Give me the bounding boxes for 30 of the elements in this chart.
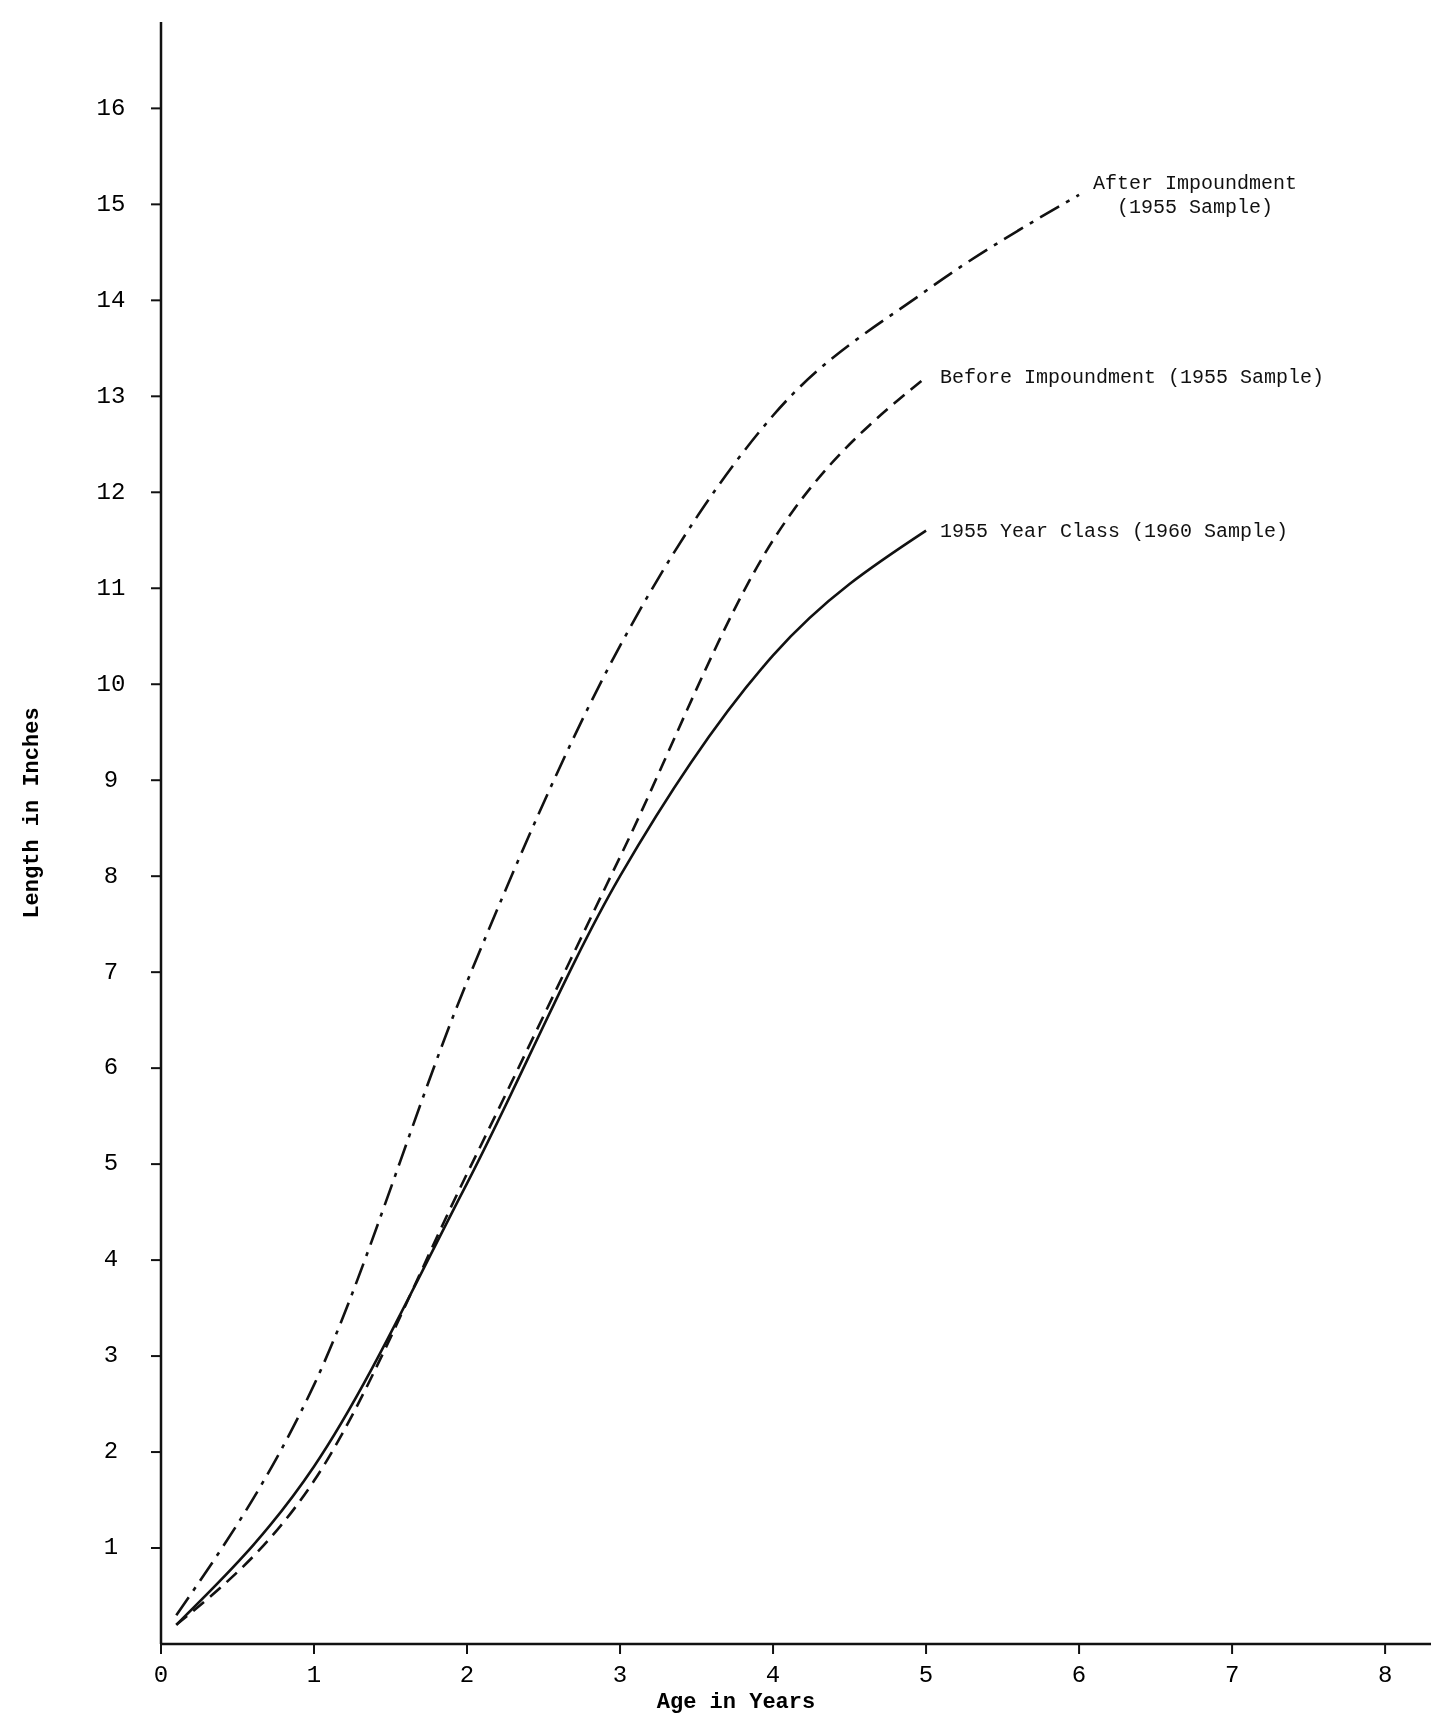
y-tick-label: 15 — [96, 190, 126, 218]
x-tick-label: 0 — [153, 1662, 169, 1689]
y-tick-label: 13 — [96, 382, 126, 410]
y-tick-label: 6 — [103, 1054, 119, 1082]
x-tick-label: 7 — [1224, 1662, 1240, 1689]
x-tick-label: 5 — [918, 1662, 934, 1689]
series-label: After Impoundment (1955 Sample) — [1093, 171, 1298, 219]
x-tick-label: 4 — [765, 1662, 781, 1689]
y-tick-label: 14 — [96, 286, 126, 314]
y-tick-label: 5 — [103, 1150, 119, 1178]
y-tick-label: 8 — [103, 862, 119, 890]
x-tick-label: 1 — [306, 1662, 322, 1689]
y-tick-label: 2 — [103, 1438, 119, 1466]
y-tick-label: 1 — [103, 1534, 119, 1562]
y-tick-label: 3 — [103, 1342, 119, 1370]
y-tick-label: 16 — [96, 94, 126, 122]
y-tick-label: 10 — [96, 670, 126, 698]
y-tick-label: 4 — [103, 1246, 119, 1274]
x-tick-label: 8 — [1377, 1662, 1393, 1689]
x-axis-title: Age in Years — [656, 1690, 816, 1713]
x-tick-label: 6 — [1071, 1662, 1087, 1689]
x-tick-label: 2 — [459, 1662, 475, 1689]
series-label: 1955 Year Class (1960 Sample) — [940, 519, 1289, 543]
y-tick-label: 9 — [103, 766, 119, 794]
y-tick-label: 12 — [96, 478, 126, 506]
series-label: Before Impoundment (1955 Sample) — [940, 366, 1325, 390]
y-tick-label: 7 — [103, 958, 119, 986]
y-tick-label: 11 — [96, 574, 126, 602]
x-tick-label: 3 — [612, 1662, 628, 1689]
y-axis-title: Length in Inches — [20, 707, 45, 919]
